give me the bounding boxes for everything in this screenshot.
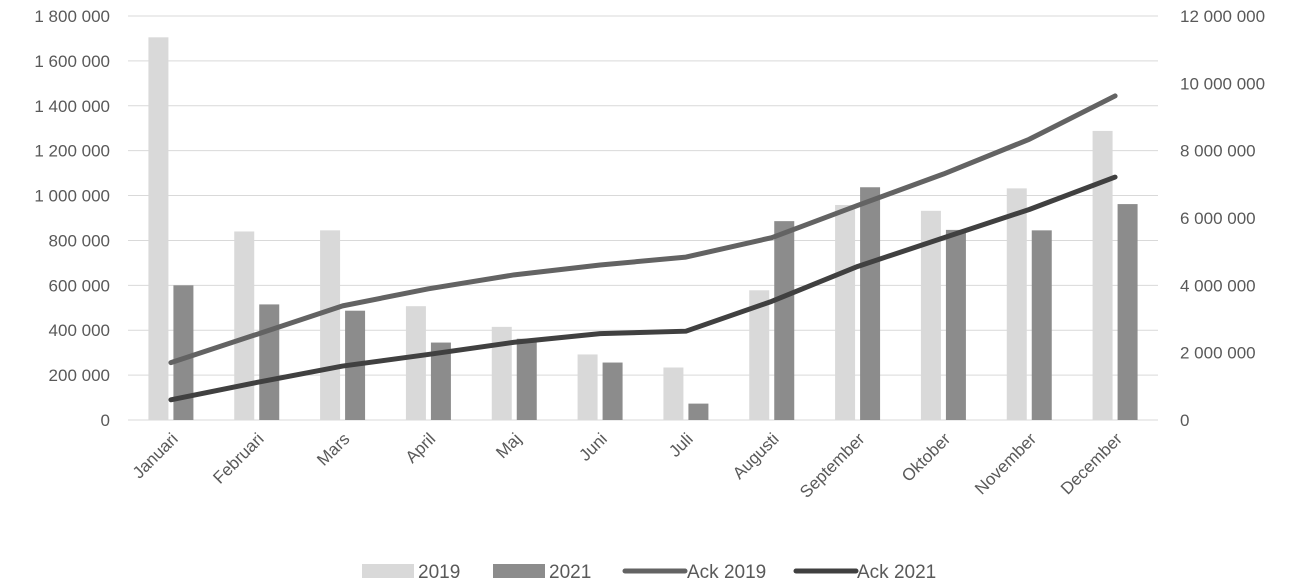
bar-2019-September	[835, 204, 856, 420]
right-axis-ticks: 0 2 000 000 4 000 000 6 000 000 8 000 000 10 …	[1180, 7, 1265, 430]
right-tick-label: 6 000 000	[1180, 209, 1256, 228]
right-tick-label: 4 000 000	[1180, 276, 1256, 295]
left-tick-label: 1 400 000	[34, 97, 110, 116]
bar-2019-Februari	[234, 231, 255, 420]
left-tick-label: 600 000	[49, 276, 110, 295]
x-tick-label: Juni	[575, 429, 610, 464]
bar-2021-Februari	[259, 304, 280, 420]
bar-2019-Juli	[663, 367, 684, 420]
bar-2021-Oktober	[945, 229, 966, 420]
line-Ack-2021	[168, 174, 1118, 403]
bar-2021-April	[430, 342, 451, 420]
x-tick-label: Mars	[313, 429, 353, 469]
right-tick-label: 10 000 000	[1180, 74, 1265, 93]
legend-label-2019: 2019	[418, 562, 460, 583]
bar-2021-Juli	[688, 403, 709, 420]
x-tick-label: Januari	[129, 429, 182, 482]
bar-2021-Januari	[173, 285, 194, 420]
bars	[148, 37, 1138, 420]
legend-label-Ack-2021: Ack 2021	[857, 562, 936, 583]
legend-label-Ack-2019: Ack 2019	[687, 562, 766, 583]
x-tick-label: December	[1057, 429, 1126, 498]
bar-2019-Augusti	[749, 290, 770, 420]
left-tick-label: 1 200 000	[34, 142, 110, 161]
legend-label-2021: 2021	[549, 562, 591, 583]
legend-swatch-2021	[493, 564, 545, 578]
right-tick-label: 2 000 000	[1180, 344, 1256, 363]
left-tick-label: 400 000	[49, 321, 110, 340]
legend: 2019 2021 Ack 2019 Ack 2021	[362, 562, 936, 583]
left-tick-label: 0	[101, 411, 110, 430]
bar-2019-Januari	[148, 37, 169, 420]
x-tick-label: Maj	[492, 429, 525, 462]
right-tick-label: 12 000 000	[1180, 7, 1265, 26]
bar-2019-December	[1092, 130, 1113, 420]
bar-2019-Maj	[491, 326, 512, 420]
bar-2021-Maj	[516, 338, 537, 420]
x-tick-label: April	[402, 429, 439, 466]
x-tick-label: September	[796, 429, 868, 501]
legend-swatch-2019	[362, 564, 414, 578]
right-tick-label: 8 000 000	[1180, 142, 1256, 161]
x-tick-label: November	[971, 429, 1040, 498]
bar-2019-April	[405, 306, 426, 420]
x-tick-label: Februari	[209, 429, 267, 487]
left-tick-label: 1 800 000	[34, 7, 110, 26]
bar-2021-November	[1031, 230, 1052, 420]
x-tick-label: Augusti	[729, 429, 783, 483]
lines	[168, 93, 1118, 403]
left-tick-label: 800 000	[49, 231, 110, 250]
x-tick-label: Juli	[665, 429, 696, 460]
bar-2019-Mars	[320, 230, 341, 420]
bar-2021-Augusti	[774, 221, 795, 420]
x-tick-label: Oktober	[898, 429, 954, 485]
bar-2021-Juni	[602, 362, 623, 420]
x-axis-ticks: Januari Februari Mars April Maj Juni Juli Augus…	[129, 429, 1126, 501]
left-tick-label: 200 000	[49, 366, 110, 385]
left-tick-label: 1 000 000	[34, 187, 110, 206]
bar-2019-Oktober	[920, 210, 941, 420]
bar-2019-November	[1006, 188, 1027, 420]
left-axis-ticks: 0 200 000 400 000 600 000 800 000 1 000 000 1 …	[34, 7, 110, 430]
line-Ack-2019	[168, 93, 1118, 366]
left-tick-label: 1 600 000	[34, 52, 110, 71]
right-tick-label: 0	[1180, 411, 1189, 430]
bar-2021-December	[1117, 204, 1138, 420]
bar-2019-Juni	[577, 354, 598, 420]
bar-2021-September	[860, 187, 881, 420]
